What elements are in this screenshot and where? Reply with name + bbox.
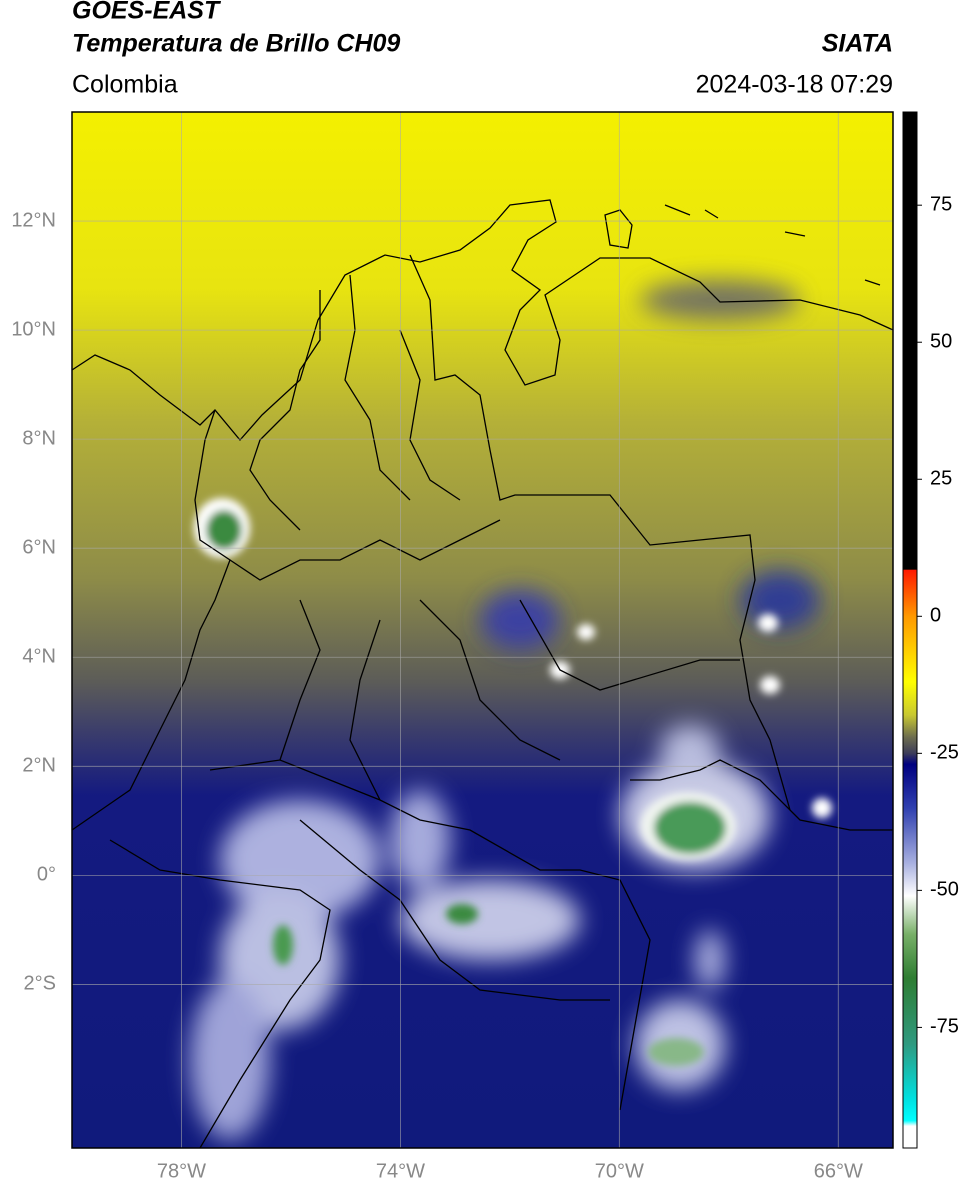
colorbar-tick-label: 50 bbox=[930, 331, 952, 353]
x-tick-label: 66°W bbox=[814, 1160, 863, 1182]
x-tick-label: 74°W bbox=[376, 1160, 425, 1182]
y-tick-label: 10°N bbox=[11, 318, 56, 340]
title-line1: GOES-EAST bbox=[72, 0, 222, 25]
title-line2: Temperatura de Brillo CH09 bbox=[72, 30, 400, 58]
y-tick-label: 4°N bbox=[22, 646, 56, 668]
colorbar-tick-label: -50 bbox=[930, 879, 959, 901]
y-tick-label: 12°N bbox=[11, 209, 56, 231]
borders bbox=[72, 199, 893, 1148]
colorbar-tick-label: -25 bbox=[930, 742, 959, 764]
colorbar bbox=[902, 111, 918, 1149]
y-tick-label: 2°N bbox=[22, 755, 56, 777]
agency: SIATA bbox=[822, 30, 893, 58]
colorbar-tick-label: -75 bbox=[930, 1016, 959, 1038]
cold-cores bbox=[194, 498, 832, 1066]
colorbar-tick-label: 0 bbox=[930, 605, 941, 627]
map-frame bbox=[71, 111, 894, 1149]
colorbar-tick-label: 75 bbox=[930, 193, 952, 215]
y-tick-label: 0° bbox=[37, 864, 56, 886]
x-tick-label: 70°W bbox=[595, 1160, 644, 1182]
x-tick-label: 78°W bbox=[157, 1160, 206, 1182]
region: Colombia bbox=[72, 71, 178, 99]
y-tick-label: 2°S bbox=[24, 973, 56, 995]
colorbar-tick-label: 25 bbox=[930, 468, 952, 490]
map bbox=[72, 112, 893, 1148]
datetime: 2024-03-18 07:29 bbox=[696, 71, 893, 99]
y-tick-label: 6°N bbox=[22, 536, 56, 558]
y-tick-label: 8°N bbox=[22, 427, 56, 449]
